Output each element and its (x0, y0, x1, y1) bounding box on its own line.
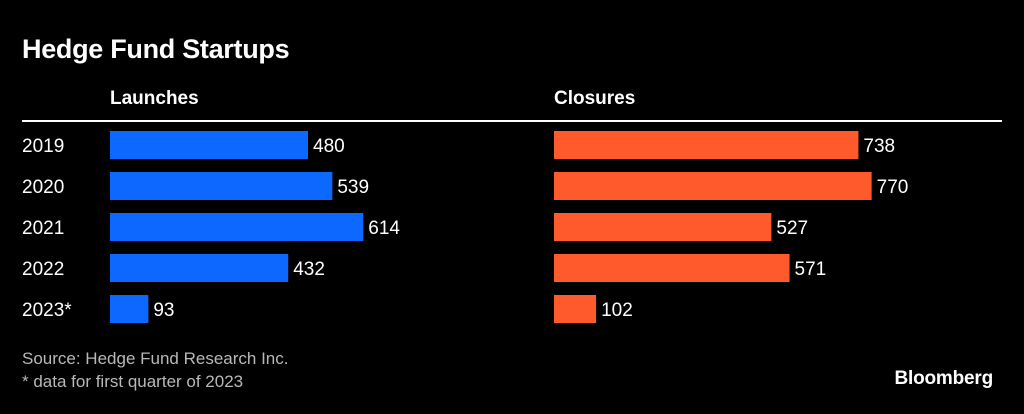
source-note: Source: Hedge Fund Research Inc. (22, 349, 289, 368)
data-label: 770 (877, 177, 909, 198)
data-label: 738 (863, 136, 895, 157)
bar-closures-2021 (554, 213, 772, 241)
category-label: 2019 (22, 136, 64, 157)
data-label: 102 (601, 300, 633, 321)
data-label: 432 (293, 259, 325, 280)
chart-title: Hedge Fund Startups (22, 34, 290, 64)
bar-closures-2023 (554, 295, 597, 323)
data-label: 539 (337, 177, 369, 198)
category-label: 2021 (22, 218, 64, 239)
bar-closures-2019 (554, 131, 859, 159)
category-label: 2023* (22, 300, 72, 321)
data-label: 480 (313, 136, 345, 157)
data-label: 571 (795, 259, 827, 280)
bar-chart: 2019 2020 2021 2022 2023* 480 539 614 432 93 738 77… (22, 131, 909, 323)
footnote: * data for first quarter of 2023 (22, 372, 244, 391)
series-header-launches: Launches (110, 88, 199, 109)
bar-launches-2020 (110, 172, 333, 200)
bar-launches-2019 (110, 131, 308, 159)
series-header-closures: Closures (554, 88, 636, 109)
bar-launches-2021 (110, 213, 364, 241)
data-label: 614 (368, 218, 400, 239)
data-label: 93 (153, 300, 174, 321)
bar-launches-2022 (110, 254, 289, 282)
bar-closures-2022 (554, 254, 790, 282)
bar-closures-2020 (554, 172, 872, 200)
category-label: 2022 (22, 259, 64, 280)
bloomberg-logo: Bloomberg (894, 368, 994, 389)
category-label: 2020 (22, 177, 64, 198)
data-label: 527 (776, 218, 808, 239)
bar-launches-2023 (110, 295, 149, 323)
header-divider (22, 120, 1002, 122)
